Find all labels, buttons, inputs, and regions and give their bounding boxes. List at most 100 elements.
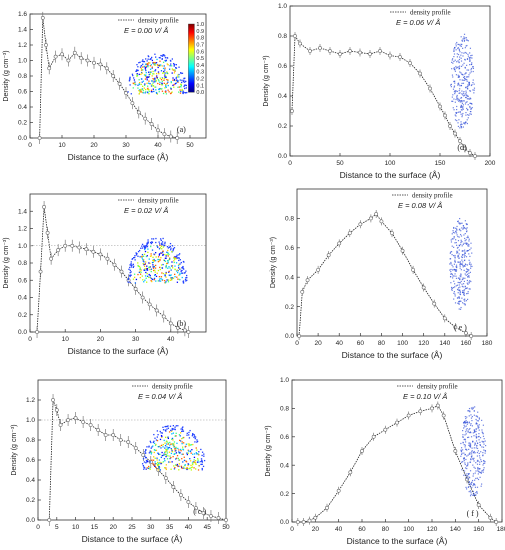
droplet-particle: [178, 253, 181, 255]
droplet-particle: [465, 39, 468, 41]
droplet-particle: [150, 253, 152, 255]
droplet-particle: [470, 459, 472, 461]
data-point: [216, 516, 221, 520]
droplet-particle: [465, 96, 467, 99]
droplet-particle: [462, 458, 465, 460]
droplet-particle: [462, 82, 465, 84]
data-point: [63, 243, 68, 248]
droplet-particle: [457, 277, 460, 279]
droplet-particle: [182, 91, 184, 93]
droplet-particle: [161, 241, 164, 243]
droplet-particle: [149, 274, 151, 277]
droplet-particle: [466, 449, 468, 451]
droplet-particle: [147, 63, 149, 66]
droplet-particle: [178, 66, 180, 68]
field-label: E = 0.00 V/ Å: [124, 26, 168, 35]
droplet-particle: [129, 281, 131, 284]
droplet-particle: [461, 241, 463, 243]
droplet-particle: [160, 462, 162, 465]
droplet-particle: [451, 59, 453, 61]
droplet-particle: [459, 101, 461, 103]
droplet-particle: [461, 52, 463, 54]
droplet-particle: [169, 461, 171, 463]
data-point: [133, 446, 138, 450]
droplet-particle: [482, 469, 485, 471]
droplet-particle: [464, 303, 466, 305]
droplet-particle: [169, 457, 171, 460]
droplet-particle: [161, 451, 163, 454]
data-point: [126, 440, 131, 444]
droplet-particle: [130, 261, 132, 263]
droplet-particle: [463, 474, 465, 476]
droplet-particle: [463, 39, 466, 41]
droplet-particle: [165, 257, 167, 259]
data-point: [85, 58, 90, 63]
droplet-particle: [145, 459, 148, 462]
droplet-particle: [459, 282, 461, 284]
droplet-particle: [157, 64, 159, 67]
droplet-particle: [470, 247, 472, 249]
droplet-particle: [153, 279, 156, 281]
droplet-particle: [158, 253, 161, 255]
droplet-particle: [147, 62, 150, 64]
droplet-particle: [180, 83, 182, 85]
droplet-particle: [467, 463, 469, 465]
droplet-particle: [467, 104, 469, 106]
droplet-particle: [196, 449, 198, 451]
droplet-particle: [453, 98, 455, 100]
droplet-particle: [467, 114, 469, 116]
droplet-particle: [175, 452, 178, 454]
droplet-particle: [455, 112, 457, 114]
droplet-particle: [184, 84, 187, 86]
x-tick-label: 140: [450, 526, 461, 533]
droplet-particle: [174, 426, 176, 428]
droplet-particle: [472, 79, 474, 81]
droplet-particle: [155, 256, 157, 258]
droplet-particle: [462, 250, 464, 252]
droplet-particle: [145, 74, 147, 76]
droplet-particle: [466, 264, 469, 266]
droplet-particle: [460, 104, 462, 106]
droplet-particle: [458, 257, 460, 259]
droplet-particle: [480, 459, 482, 461]
droplet-particle: [463, 460, 465, 462]
droplet-particle: [456, 53, 458, 55]
droplet-particle: [151, 280, 153, 283]
droplet-particle: [481, 431, 483, 433]
droplet-particle: [458, 119, 460, 121]
droplet-particle: [467, 283, 469, 285]
droplet-particle: [460, 113, 462, 115]
droplet-particle: [173, 72, 176, 74]
droplet-particle: [473, 483, 475, 485]
droplet-particle: [170, 81, 172, 84]
droplet-particle: [144, 275, 147, 277]
droplet-particle: [456, 97, 458, 99]
droplet-particle: [164, 447, 166, 449]
droplet-particle: [134, 256, 136, 259]
droplet-particle: [189, 450, 192, 452]
droplet-particle: [455, 231, 457, 233]
droplet-particle: [475, 447, 477, 449]
droplet-particle: [455, 275, 457, 277]
droplet-particle: [148, 90, 150, 93]
droplet-particle: [157, 246, 159, 248]
droplet-particle: [459, 265, 461, 267]
droplet-particle: [139, 91, 141, 93]
droplet-particle: [154, 79, 156, 81]
droplet-particle: [463, 242, 465, 244]
droplet-particle: [461, 452, 463, 454]
droplet-particle: [161, 436, 163, 438]
droplet-particle: [192, 462, 195, 464]
data-point: [47, 66, 52, 71]
data-point: [163, 476, 168, 480]
droplet-particle: [170, 60, 172, 62]
field-label: E = 0.10 V/ Å: [403, 392, 447, 401]
droplet-particle: [470, 407, 473, 409]
droplet-particle: [458, 83, 460, 86]
data-point: [112, 262, 117, 267]
droplet-particle: [460, 60, 463, 62]
droplet-particle: [160, 252, 162, 254]
droplet-particle: [465, 121, 467, 124]
colorbar-tick-label: 1.0: [196, 22, 204, 28]
